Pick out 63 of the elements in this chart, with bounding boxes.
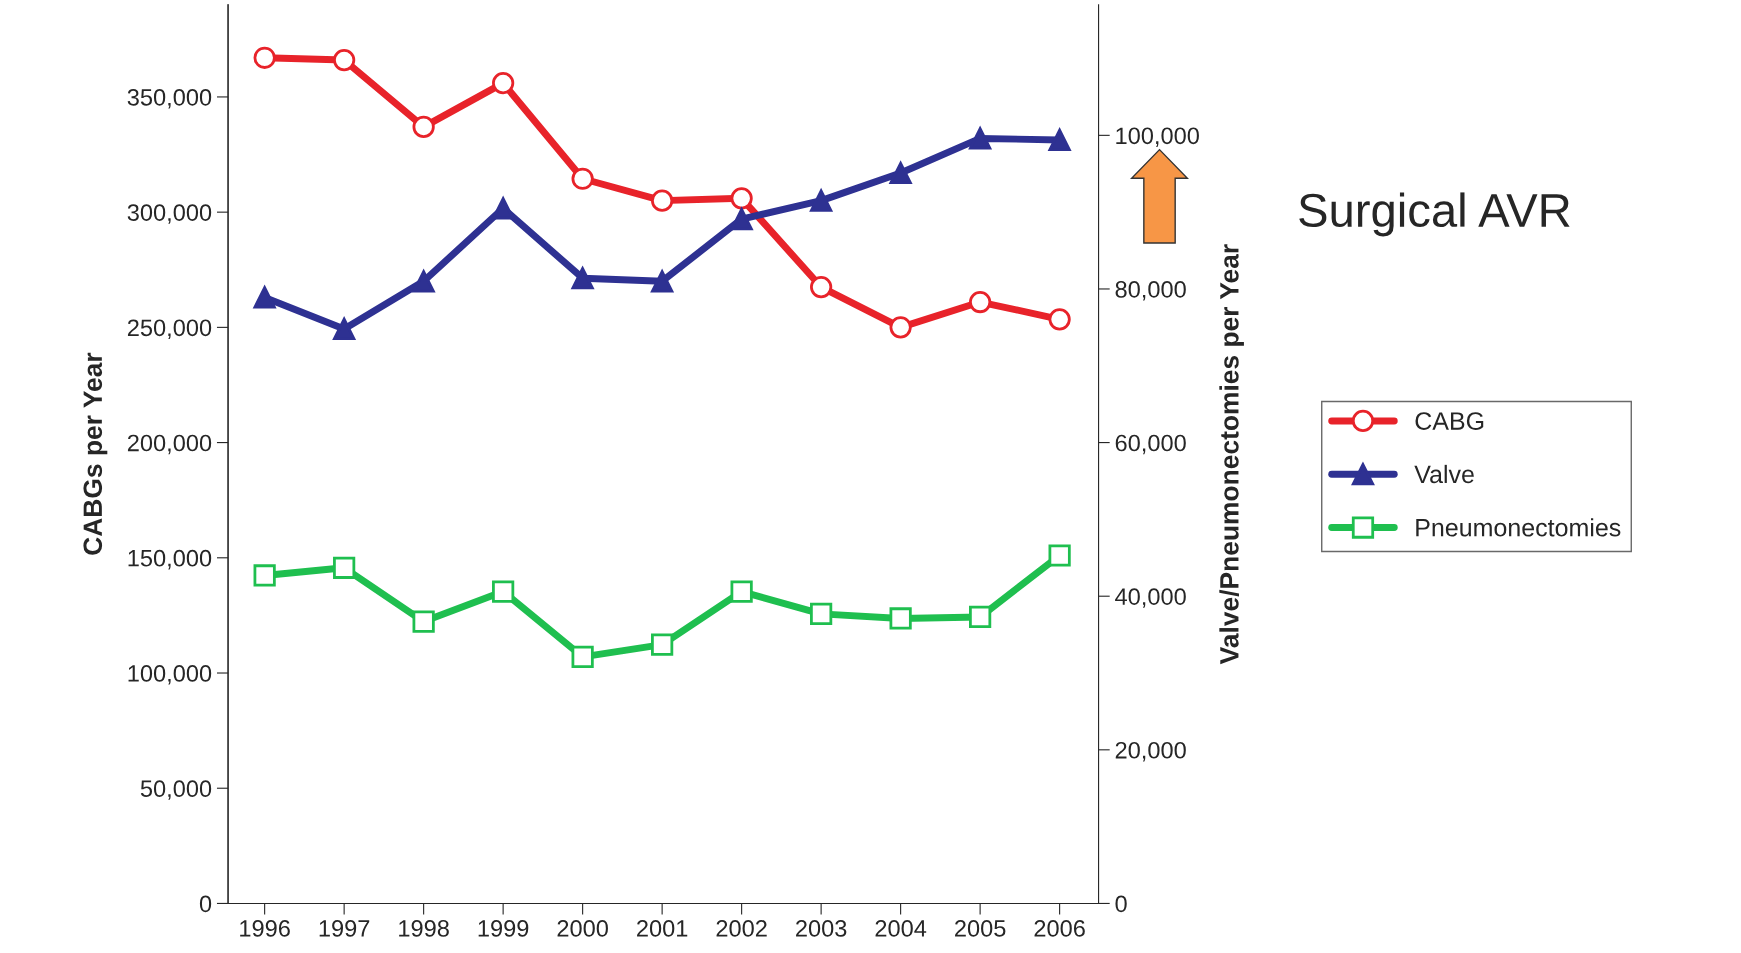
x-tick-label: 2003 xyxy=(796,920,847,937)
point xyxy=(412,610,435,633)
y2-tick-label: 20,000 xyxy=(1115,741,1186,762)
y2-tick-label: 0 xyxy=(1115,895,1127,913)
point xyxy=(810,602,833,625)
y-tick-label: 50,000 xyxy=(140,780,212,800)
point xyxy=(412,270,435,293)
text: Surgical AVR xyxy=(1299,192,1570,237)
point xyxy=(889,316,912,339)
point xyxy=(412,115,435,139)
legend-label: CABG xyxy=(1415,412,1484,430)
y-tick-label: 150,000 xyxy=(128,549,212,570)
point xyxy=(651,189,674,212)
point xyxy=(969,605,992,629)
point xyxy=(492,72,515,95)
legend-label: Valve xyxy=(1414,464,1474,484)
y-tick-label: 350,000 xyxy=(127,89,212,109)
y-axis-title: CABGs per Year xyxy=(83,352,108,555)
point xyxy=(1048,128,1071,152)
point xyxy=(809,187,833,212)
x-tick-label: 2005 xyxy=(955,920,1006,937)
point xyxy=(730,207,753,231)
point xyxy=(1048,308,1071,331)
x-tick-label: 1996 xyxy=(240,920,290,937)
x-tick-label: 1999 xyxy=(478,920,529,937)
x-tick-label: 1997 xyxy=(319,920,370,937)
y-tick-label: 250,000 xyxy=(127,319,212,339)
x-tick-label: 2000 xyxy=(557,920,608,937)
x-tick-label: 1998 xyxy=(399,920,449,937)
y2-tick-label: 100,000 xyxy=(1116,127,1199,147)
y2-tick-label: 60,000 xyxy=(1115,434,1186,455)
legend-label: Pneumonectomies xyxy=(1416,518,1621,537)
point xyxy=(1048,544,1071,567)
y2-tick-label: 40,000 xyxy=(1115,588,1186,608)
point xyxy=(253,46,276,69)
point xyxy=(651,270,674,293)
point xyxy=(651,633,674,656)
point xyxy=(253,564,276,587)
y-tick-label: 200,000 xyxy=(127,434,212,455)
point xyxy=(253,286,276,309)
point xyxy=(730,580,753,603)
x-tick-label: 2004 xyxy=(875,920,927,937)
x-tick-label: 2002 xyxy=(716,920,767,937)
point xyxy=(810,275,833,299)
point xyxy=(969,127,992,150)
point xyxy=(969,290,992,314)
point xyxy=(571,645,594,668)
point xyxy=(730,187,753,210)
point xyxy=(889,161,912,185)
point xyxy=(571,167,594,190)
point xyxy=(333,556,356,579)
point xyxy=(889,607,912,630)
y-tick-label: 100,000 xyxy=(128,665,212,685)
y-tick-label: 0 xyxy=(199,895,212,913)
x-tick-label: 2001 xyxy=(637,920,688,937)
point xyxy=(333,48,356,72)
point xyxy=(571,267,594,290)
y-tick-label: 300,000 xyxy=(127,204,212,224)
y2-tick-label: 80,000 xyxy=(1115,281,1186,301)
point xyxy=(333,317,356,341)
y2-axis-title: Valve/Pneumonectomies per Year xyxy=(1219,244,1244,665)
point xyxy=(492,580,515,603)
x-tick-label: 2006 xyxy=(1034,920,1085,937)
